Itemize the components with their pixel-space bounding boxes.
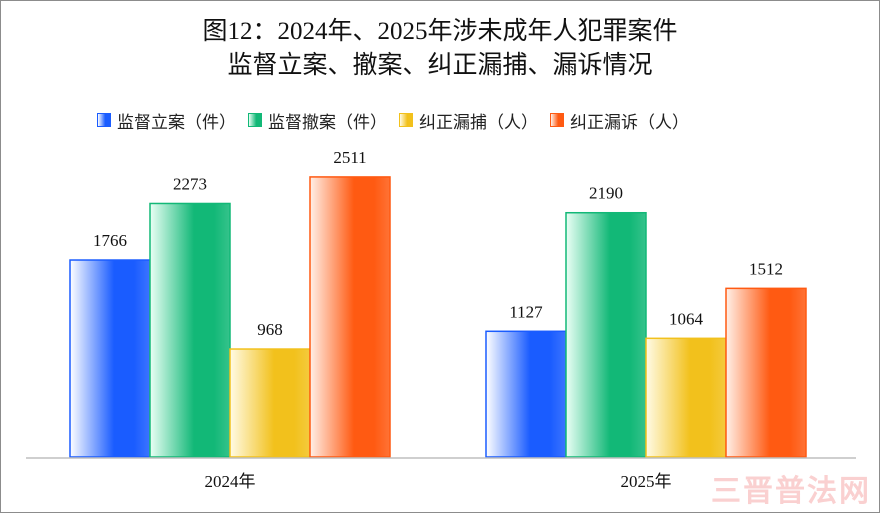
legend-swatch-4	[550, 113, 564, 127]
bar-1-1	[69, 259, 151, 458]
data-label-1-1: 1766	[93, 231, 127, 250]
legend-item-1: 监督立案（件）	[97, 108, 236, 133]
data-label-2-1: 1127	[509, 302, 543, 321]
data-label-1-4: 2511	[333, 148, 366, 167]
x-tick-label-1: 2024年	[205, 472, 256, 491]
bar-1-4	[309, 176, 391, 458]
data-label-1-2: 2273	[173, 174, 207, 193]
legend-label-1: 监督立案（件）	[117, 112, 236, 133]
legend-label-4: 纠正漏诉（人）	[570, 112, 689, 133]
data-label-2-2: 2190	[589, 184, 623, 203]
bar-2-2	[565, 211, 647, 458]
legend-item-3: 纠正漏捕（人）	[399, 108, 538, 133]
bar-2-3	[645, 337, 727, 458]
legend-label-2: 监督撤案（件）	[268, 112, 387, 133]
data-label-2-3: 1064	[669, 309, 704, 328]
legend-swatch-2	[248, 113, 262, 127]
chart-title-line-2: 监督立案、撤案、纠正漏捕、漏诉情况	[227, 52, 653, 79]
legend-swatch-3	[399, 113, 413, 127]
data-label-2-4: 1512	[749, 259, 783, 278]
x-tick-label-2: 2025年	[621, 472, 672, 491]
legend-label-3: 纠正漏捕（人）	[419, 112, 538, 133]
bar-2-4	[725, 287, 807, 458]
chart-title: 图12：2024年、2025年涉未成年人犯罪案件 监督立案、撤案、纠正漏捕、漏诉…	[1, 15, 879, 83]
bar-2-1	[485, 330, 567, 458]
data-label-1-3: 968	[257, 320, 283, 339]
legend-item-2: 监督撤案（件）	[248, 108, 387, 133]
watermark-text: 三晋普法网	[711, 474, 871, 509]
legend-item-4: 纠正漏诉（人）	[550, 108, 689, 133]
legend-swatch-1	[97, 113, 111, 127]
bar-1-2	[149, 202, 231, 458]
chart-title-line-1: 图12：2024年、2025年涉未成年人犯罪案件	[202, 18, 678, 45]
chart-legend: 监督立案（件） 监督撤案（件） 纠正漏捕（人） 纠正漏诉（人）	[97, 107, 689, 133]
bar-1-3	[229, 348, 311, 458]
